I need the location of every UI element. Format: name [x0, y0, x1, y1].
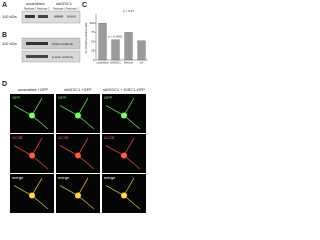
soma	[29, 192, 35, 199]
figure: A scrambled shDISC1 Replicate 1 Replicat…	[2, 1, 148, 213]
band-label: DISC1 antibody	[52, 42, 74, 46]
blot	[21, 10, 81, 24]
blot	[21, 37, 81, 50]
y-tick-label: 50	[91, 39, 95, 43]
row-label: merge	[12, 175, 24, 180]
row-label: merge	[58, 175, 70, 180]
bar	[137, 40, 146, 61]
y-tick-label: 100	[89, 21, 94, 25]
y-tick-label: 75	[91, 30, 95, 34]
band-label: β-actin antibody	[52, 55, 74, 59]
soma	[29, 112, 35, 119]
row-label: GFP	[104, 95, 113, 100]
row-label: merge	[104, 175, 116, 180]
soma	[75, 152, 81, 159]
panel-letter: B	[2, 32, 7, 39]
marker-label: 110 kDa	[2, 41, 17, 46]
row-label: AC3B	[12, 135, 23, 140]
soma	[75, 112, 81, 119]
y-tick-label: 25	[91, 49, 95, 53]
soma	[29, 152, 35, 159]
row-label: GFP	[12, 95, 21, 100]
x-tick-label: scrambled	[97, 61, 110, 65]
row-label: AC3B	[58, 135, 69, 140]
band	[26, 42, 48, 45]
micrograph-grid: GFP GFP GFP AC3B AC3B AC3B merge merge merge	[10, 94, 146, 213]
panel-letter: C	[82, 2, 87, 9]
soma	[121, 152, 127, 159]
replicate-label: Replicate 2	[37, 8, 50, 11]
soma	[75, 192, 81, 199]
lane-label: shDISC1	[56, 1, 73, 6]
band	[38, 15, 48, 18]
panel-letter: A	[2, 2, 7, 9]
lane-label: scrambled	[26, 1, 44, 6]
row-label: GFP	[58, 95, 67, 100]
x-tick-label: Rescue	[124, 61, 133, 65]
annotation: p < 0.0001	[108, 35, 123, 39]
replicate-label: Replicate 1	[24, 8, 37, 11]
column-label: shDISC1 + DISC1-GFP	[103, 87, 145, 92]
band	[25, 15, 35, 18]
y-axis-label: % of GFP positive cells	[84, 22, 88, 53]
column-label: scrambled +GFP	[18, 87, 48, 92]
x-tick-label: ctrl	[140, 61, 144, 65]
band	[54, 15, 63, 18]
bar	[111, 39, 120, 61]
replicate-label: Replicate 1	[53, 8, 66, 11]
panel-letter: D	[2, 81, 7, 88]
soma	[121, 192, 127, 199]
band	[67, 15, 76, 18]
soma	[121, 112, 127, 119]
replicate-label: Replicate 2	[66, 8, 79, 11]
y-tick-label: 0	[93, 58, 95, 62]
band	[26, 55, 48, 58]
annotation: p = 0.47	[123, 9, 134, 13]
x-tick-label: shDISC1	[110, 61, 121, 65]
marker-label: 110 kDa	[2, 14, 17, 19]
blot	[21, 50, 81, 63]
column-label: shDISC1 +GFP	[64, 87, 92, 92]
bar	[124, 32, 133, 61]
bar	[98, 23, 107, 61]
row-label: AC3B	[104, 135, 115, 140]
